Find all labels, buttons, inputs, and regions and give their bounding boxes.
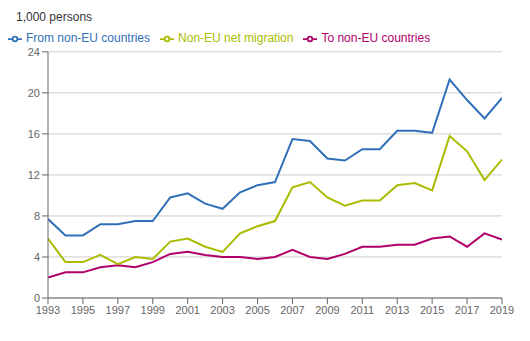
svg-text:2007: 2007 xyxy=(280,304,304,316)
html-text:From non-EU countries: From non-EU countries xyxy=(26,31,150,45)
svg-text:2001: 2001 xyxy=(175,304,199,316)
svg-text:20: 20 xyxy=(28,87,40,99)
svg-text:2003: 2003 xyxy=(210,304,234,316)
svg-text:2017: 2017 xyxy=(455,304,479,316)
svg-text:12: 12 xyxy=(28,169,40,181)
svg-text:1993: 1993 xyxy=(36,304,60,316)
svg-text:24: 24 xyxy=(28,46,40,58)
svg-text:0: 0 xyxy=(34,292,40,304)
html-text:Non-EU net migration: Non-EU net migration xyxy=(178,31,294,45)
html-text:To non-EU countries: To non-EU countries xyxy=(321,31,431,45)
svg-text:2011: 2011 xyxy=(350,304,374,316)
svg-text:8: 8 xyxy=(34,210,40,222)
html-text:1,000 persons: 1,000 persons xyxy=(16,10,93,24)
svg-text:2005: 2005 xyxy=(245,304,269,316)
svg-text:4: 4 xyxy=(34,251,40,263)
svg-text:2015: 2015 xyxy=(420,304,444,316)
svg-text:1995: 1995 xyxy=(71,304,95,316)
svg-text:2019: 2019 xyxy=(490,304,514,316)
svg-text:2009: 2009 xyxy=(315,304,339,316)
svg-text:1999: 1999 xyxy=(141,304,165,316)
svg-text:16: 16 xyxy=(28,128,40,140)
svg-text:2013: 2013 xyxy=(385,304,409,316)
svg-text:1997: 1997 xyxy=(106,304,130,316)
